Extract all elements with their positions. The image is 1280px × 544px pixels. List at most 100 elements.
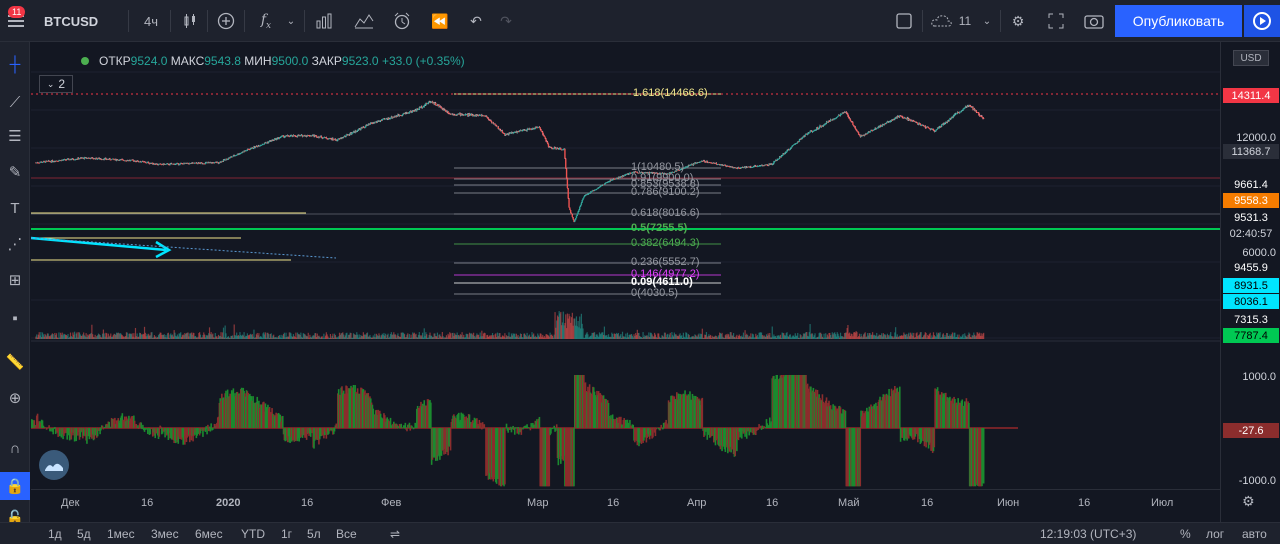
trend-line-tool[interactable]: ⟋ [0,88,30,116]
price-scale[interactable]: USD 12000.0 6000.0 14311.4 11368.7 9661.4 9… [1220,42,1280,522]
volume-bar [547,335,550,339]
volume-bar [264,332,267,339]
indicator-logo[interactable] [39,450,69,480]
auto-toggle[interactable]: авто [1242,527,1267,541]
templates-button[interactable] [352,10,376,32]
oscillator-bar [745,428,747,434]
oscillator-bar [974,428,977,487]
chart-settings-button[interactable]: ⚙ [1242,493,1255,510]
layout-dropdown[interactable]: ⌄ [980,10,994,32]
chevron-down-icon: ⌄ [46,78,55,89]
volume-bar [383,332,385,339]
interval-button[interactable]: 4ч [143,13,158,29]
oscillator-bar [58,428,61,437]
indicators-dropdown[interactable]: ⌄ [284,10,298,32]
fib-tool[interactable]: ☰ [0,122,30,150]
range-button[interactable]: 5д [77,527,91,541]
volume-bar [338,332,341,339]
publish-button[interactable]: Опубликовать [1115,5,1242,37]
candle-body [95,157,97,160]
candle-body [280,136,282,138]
volume-bar [643,336,645,339]
candle-body [250,147,253,149]
volume-bar [55,333,58,339]
go-to-date-button[interactable]: ⇌ [390,527,400,541]
prediction-tool[interactable]: ⊞ [0,266,30,294]
bar-style-button[interactable] [178,10,202,32]
candle-body [287,135,290,137]
candle-body [934,130,936,132]
oscillator-bar [750,428,752,433]
volume-bar [535,337,537,339]
volume-bar [517,335,519,339]
currency-label[interactable]: USD [1233,50,1269,66]
range-button[interactable]: Все [336,527,357,541]
range-button[interactable]: YTD [241,527,265,541]
text-tool[interactable]: T [0,194,30,222]
candle-body [261,144,263,146]
price-chart[interactable] [31,42,1220,489]
lock-drawings-tool[interactable]: 🔒 [0,472,30,500]
alert-button[interactable] [390,10,414,32]
range-button[interactable]: 1мес [107,527,135,541]
oscillator-bar [705,428,708,431]
undo-button[interactable]: ↶ [464,10,488,32]
oscillator-bar [174,428,177,444]
candle-body [317,136,319,138]
fullscreen-button[interactable] [1044,10,1068,32]
oscillator-bar [43,426,45,428]
volume-bar [552,337,555,339]
crosshair-tool[interactable]: ┼ [0,50,30,78]
chevron-down-icon: ⌄ [286,15,296,27]
chart-pane[interactable]: ОТКР9524.0 МАКС9543.8 МИН9500.0 ЗАКР9523… [31,42,1220,522]
hidden-indicators-toggle[interactable]: ⌄ 2 [39,75,73,93]
range-button[interactable]: 5л [307,527,321,541]
volume-bar [960,336,962,339]
volume-bar [80,335,82,339]
replay-play-button[interactable] [1244,5,1280,37]
financials-button[interactable] [312,10,336,32]
percent-toggle[interactable]: % [1180,527,1191,541]
time-axis[interactable]: Дек 16 2020 16 Фев Мар 16 Апр 16 Май 16 Июн 16 Июл [31,489,1220,522]
magnet-tool[interactable]: ∩ [0,434,30,462]
oscillator-bar [679,393,681,428]
volume-bar [169,334,171,339]
layout-select-button[interactable] [892,10,916,32]
ruler-tool[interactable]: 📏 [0,348,30,376]
settings-button[interactable]: ⚙ [1006,10,1030,32]
candle-body [528,128,530,130]
candle-body [319,136,321,138]
volume-bar [677,336,680,339]
redo-button[interactable]: ↷ [494,10,518,32]
oscillator-bar [544,428,546,487]
pattern-tool[interactable]: ⋰ [0,230,30,258]
oscillator-bar [701,397,704,428]
oscillator-bar [966,405,969,428]
symbol-search-button[interactable]: BTCUSD [44,14,99,29]
range-button[interactable]: 6мес [195,527,223,541]
range-button[interactable]: 3мес [151,527,179,541]
candle-body [645,172,648,174]
indicators-button[interactable]: fx [254,10,278,32]
zoom-tool[interactable]: ⊕ [0,384,30,412]
replay-button[interactable]: ⏪ [428,10,452,32]
oscillator-bar [235,395,237,428]
oscillator-bar [695,399,698,428]
clock[interactable]: 12:19:03 (UTC+3) [1040,527,1137,541]
icon-tool[interactable]: ▪ [0,304,30,332]
compare-button[interactable] [214,10,238,32]
snapshot-button[interactable] [1082,10,1106,32]
oscillator-bar [453,416,456,428]
brush-tool[interactable]: ✎ [0,158,30,186]
log-toggle[interactable]: лог [1206,527,1225,541]
candle-body [537,127,539,129]
range-button[interactable]: 1г [281,527,293,541]
candle-body [462,114,464,116]
oscillator-bar [219,398,222,428]
oscillator-bar [259,404,262,428]
oscillator-bar [369,398,372,428]
main-menu-button[interactable]: 11 [0,0,32,42]
range-button[interactable]: 1д [48,527,62,541]
cloud-save-button[interactable] [928,10,956,32]
volume-bar [329,337,331,339]
